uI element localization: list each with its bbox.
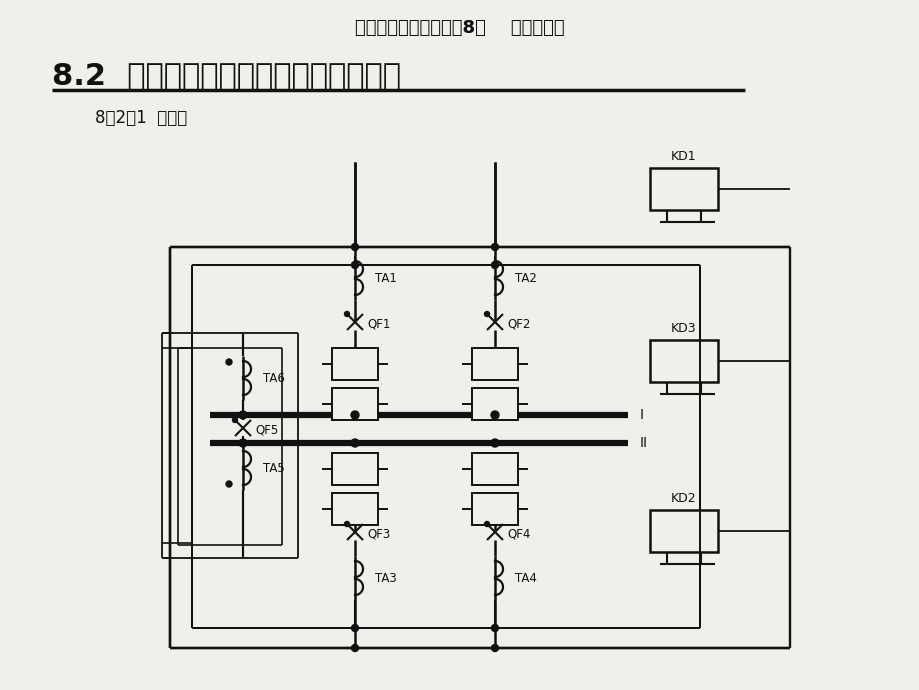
Circle shape (233, 417, 237, 422)
Text: I: I (640, 408, 643, 422)
Circle shape (484, 522, 489, 526)
Bar (332, 493, 378, 525)
Circle shape (351, 624, 358, 631)
Bar (332, 388, 378, 420)
Bar (332, 348, 378, 380)
Circle shape (344, 311, 349, 317)
Text: KD3: KD3 (671, 322, 696, 335)
Text: TA5: TA5 (263, 462, 285, 475)
Circle shape (491, 262, 498, 268)
Text: QF3: QF3 (367, 527, 390, 540)
Bar (471, 493, 517, 525)
Circle shape (351, 262, 358, 268)
Circle shape (491, 624, 498, 631)
Text: TA3: TA3 (375, 571, 396, 584)
Circle shape (491, 439, 498, 447)
Text: KD1: KD1 (671, 150, 696, 163)
Bar (650, 168, 717, 210)
Text: II: II (640, 436, 647, 450)
Bar (650, 340, 717, 382)
Text: QF1: QF1 (367, 317, 390, 331)
Text: 8.2  母线差动保护（双母线差动举例）: 8.2 母线差动保护（双母线差动举例） (52, 61, 401, 90)
Circle shape (239, 439, 246, 447)
Bar (471, 453, 517, 485)
Circle shape (351, 439, 358, 447)
Text: QF2: QF2 (506, 317, 529, 331)
Circle shape (351, 644, 358, 651)
Text: 8．2．1  接线图: 8．2．1 接线图 (95, 109, 187, 127)
Circle shape (484, 311, 489, 317)
Text: TA2: TA2 (515, 271, 537, 284)
Circle shape (239, 411, 246, 419)
Text: QF4: QF4 (506, 527, 529, 540)
Text: TA6: TA6 (263, 371, 285, 384)
Text: KD2: KD2 (671, 491, 696, 504)
Text: 电力系统继电保护（第8章    母线保护）: 电力系统继电保护（第8章 母线保护） (355, 19, 564, 37)
Circle shape (351, 411, 358, 419)
Bar (471, 348, 517, 380)
Bar (650, 510, 717, 552)
Text: TA1: TA1 (375, 271, 396, 284)
Circle shape (226, 359, 232, 365)
Circle shape (491, 644, 498, 651)
Circle shape (491, 244, 498, 250)
Circle shape (491, 411, 498, 419)
Circle shape (226, 481, 232, 487)
Circle shape (351, 244, 358, 250)
Text: TA4: TA4 (515, 571, 537, 584)
Bar (332, 453, 378, 485)
Circle shape (344, 522, 349, 526)
Text: QF5: QF5 (255, 424, 278, 437)
Bar (471, 388, 517, 420)
